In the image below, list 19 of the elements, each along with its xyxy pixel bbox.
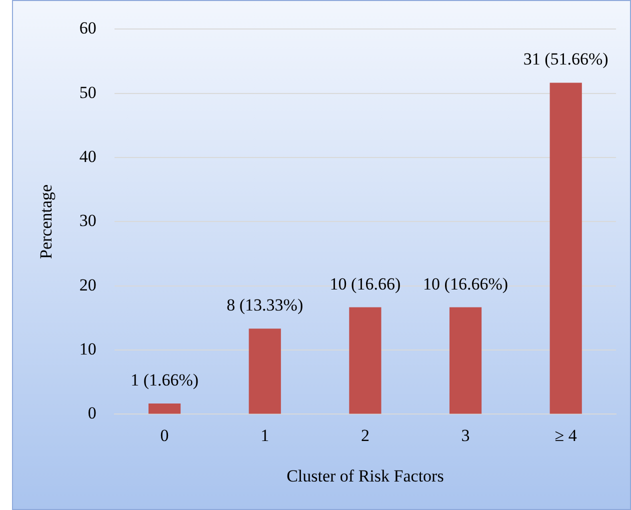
data-label: 8 (13.33%) xyxy=(226,296,304,315)
y-tick-label: 50 xyxy=(79,82,96,102)
x-tick-label: 2 xyxy=(360,426,370,445)
x-tick-label: 3 xyxy=(461,426,470,445)
data-label: 31 (51.66%) xyxy=(523,50,608,69)
x-axis-title: Cluster of Risk Factors xyxy=(286,466,444,486)
x-tick-label: ≥ 4 xyxy=(554,426,578,445)
y-tick-label: 60 xyxy=(79,18,96,38)
y-tick-label: 20 xyxy=(79,275,96,294)
x-tick-label: 1 xyxy=(260,426,270,445)
y-axis-title: Percentage xyxy=(36,184,56,259)
y-tick-label: 10 xyxy=(79,340,96,358)
data-label: 1 (1.66%) xyxy=(130,370,199,390)
x-tick-label: 0 xyxy=(160,426,169,445)
y-tick-label: 40 xyxy=(79,147,96,166)
y-tick-label: 30 xyxy=(79,211,96,230)
y-tick-label: 0 xyxy=(88,404,96,423)
data-label: 10 (16.66) xyxy=(330,274,401,294)
data-label: 10 (16.66%) xyxy=(423,274,508,294)
